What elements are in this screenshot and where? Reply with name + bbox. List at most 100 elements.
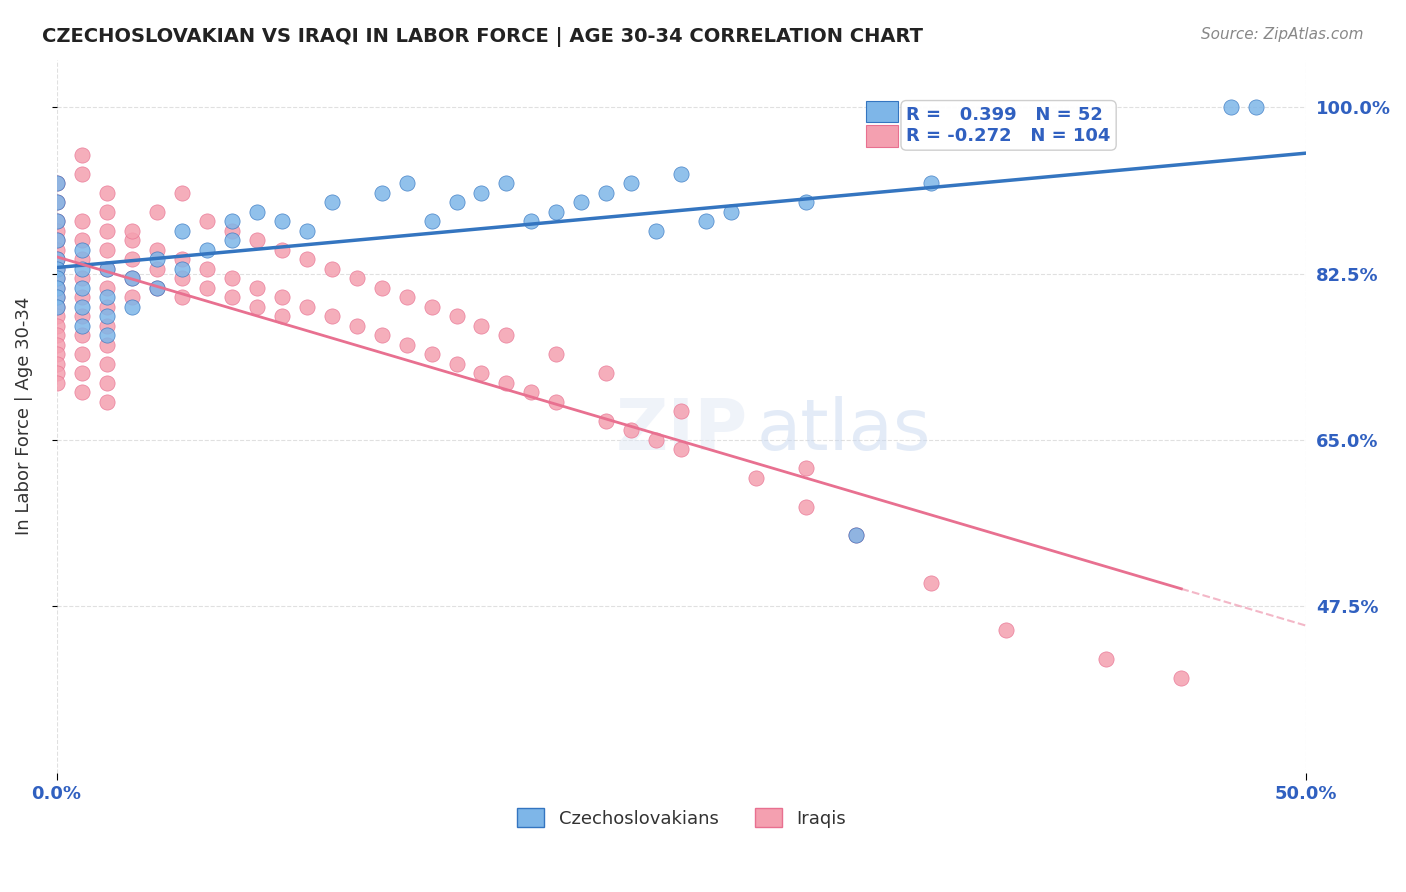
Point: [45, 338, 67, 352]
Point: [45, 281, 67, 295]
Point: [446, 195, 468, 210]
Point: [45, 271, 67, 285]
Point: [495, 376, 517, 390]
Point: [221, 224, 243, 238]
Point: [671, 442, 693, 457]
Point: [96, 328, 118, 343]
Point: [145, 281, 167, 295]
Point: [420, 214, 443, 228]
Point: [121, 271, 143, 285]
Point: [620, 176, 643, 190]
Point: [45, 310, 67, 324]
Point: [321, 195, 343, 210]
Point: [546, 395, 568, 409]
Point: [671, 404, 693, 418]
Point: [395, 290, 418, 304]
Point: [470, 186, 492, 200]
Point: [520, 214, 543, 228]
Point: [70, 310, 93, 324]
Point: [96, 310, 118, 324]
Point: [1220, 100, 1243, 114]
Point: [121, 252, 143, 267]
Point: [270, 214, 292, 228]
Point: [121, 290, 143, 304]
Point: [295, 300, 318, 314]
Point: [45, 328, 67, 343]
Point: [96, 261, 118, 276]
Point: [70, 318, 93, 333]
Point: [45, 300, 67, 314]
Point: [121, 224, 143, 238]
Point: [145, 252, 167, 267]
Point: [695, 214, 717, 228]
Point: [70, 214, 93, 228]
Point: [1246, 100, 1268, 114]
Point: [45, 261, 67, 276]
Point: [96, 395, 118, 409]
Point: [45, 367, 67, 381]
Point: [96, 357, 118, 371]
Point: [346, 271, 368, 285]
Point: [45, 214, 67, 228]
Point: [70, 271, 93, 285]
Point: [96, 376, 118, 390]
Point: [321, 261, 343, 276]
Point: [70, 233, 93, 247]
Text: ZIP: ZIP: [616, 396, 748, 465]
Point: [920, 176, 942, 190]
Point: [45, 176, 67, 190]
Point: [346, 318, 368, 333]
Point: [121, 233, 143, 247]
Point: [195, 281, 218, 295]
Point: [45, 195, 67, 210]
Point: [1095, 651, 1118, 665]
Y-axis label: In Labor Force | Age 30-34: In Labor Force | Age 30-34: [15, 297, 32, 535]
Point: [796, 500, 818, 514]
Point: [45, 214, 67, 228]
FancyBboxPatch shape: [866, 125, 897, 146]
Point: [70, 367, 93, 381]
Point: [845, 528, 868, 542]
Point: [720, 204, 742, 219]
Point: [995, 623, 1018, 637]
Point: [420, 347, 443, 361]
Point: [370, 186, 392, 200]
Point: [245, 204, 267, 219]
Point: [45, 224, 67, 238]
Point: [796, 195, 818, 210]
FancyBboxPatch shape: [866, 101, 897, 122]
Point: [45, 252, 67, 267]
Point: [245, 281, 267, 295]
Point: [370, 281, 392, 295]
Point: [70, 281, 93, 295]
Point: [170, 290, 193, 304]
Point: [45, 281, 67, 295]
Point: [446, 357, 468, 371]
Point: [96, 261, 118, 276]
Point: [595, 186, 617, 200]
Point: [96, 281, 118, 295]
Point: [45, 318, 67, 333]
Point: [245, 233, 267, 247]
Point: [145, 243, 167, 257]
Point: [96, 318, 118, 333]
Point: [70, 147, 93, 161]
Point: [270, 243, 292, 257]
Text: atlas: atlas: [756, 396, 931, 465]
Point: [470, 367, 492, 381]
Point: [495, 328, 517, 343]
Point: [45, 261, 67, 276]
Point: [96, 186, 118, 200]
Point: [221, 290, 243, 304]
Point: [221, 214, 243, 228]
Point: [70, 347, 93, 361]
Point: [96, 338, 118, 352]
Point: [920, 575, 942, 590]
Point: [70, 328, 93, 343]
Point: [96, 300, 118, 314]
Point: [145, 281, 167, 295]
Point: [546, 204, 568, 219]
Point: [45, 195, 67, 210]
Point: [145, 261, 167, 276]
Point: [145, 204, 167, 219]
